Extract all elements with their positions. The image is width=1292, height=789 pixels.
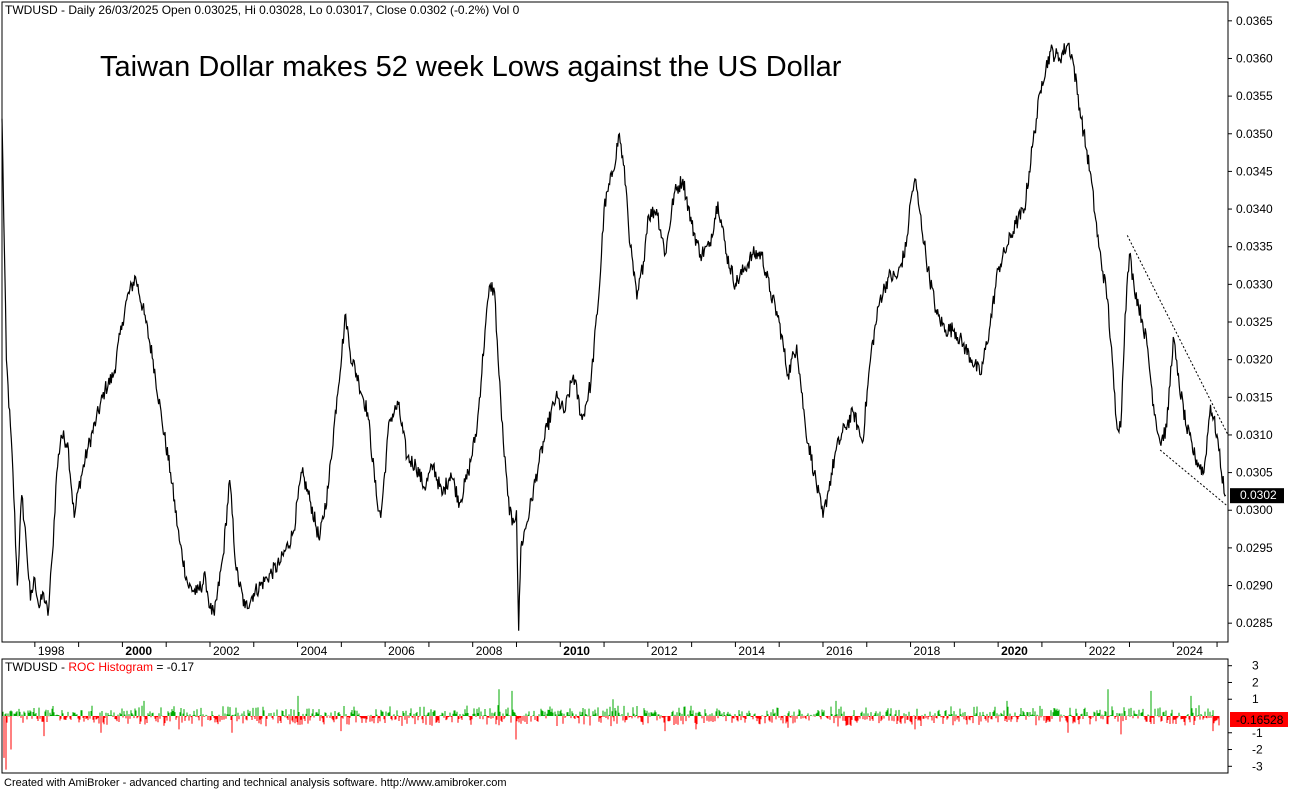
roc-y-tick-label: -3 [1252, 759, 1263, 773]
trendlines [1126, 235, 1229, 507]
roc-header-indicator: ROC Histogram [68, 660, 153, 674]
roc-y-tick-label: 1 [1252, 692, 1259, 706]
x-tick-label: 2010 [563, 644, 590, 658]
x-tick-label: 2006 [388, 644, 415, 658]
price-y-tick-label: 0.0300 [1236, 503, 1273, 517]
roc-header-symbol: TWDUSD - [5, 660, 68, 674]
roc-y-tick-label: 3 [1252, 659, 1259, 673]
roc-histogram-bars [2, 689, 1220, 770]
price-y-tick-label: 0.0345 [1236, 164, 1273, 178]
x-tick-label: 2014 [738, 644, 765, 658]
roc-y-ticks: 3 2 1 -1 -2 -3 [1228, 659, 1263, 773]
price-y-tick-label: 0.0340 [1236, 202, 1273, 216]
x-tick-label: 2018 [914, 644, 941, 658]
x-tick-label: 2002 [213, 644, 240, 658]
last-price-background [1230, 488, 1284, 504]
roc-last-value: -0.16528 [1236, 713, 1284, 727]
price-y-tick-label: 0.0305 [1236, 466, 1273, 480]
price-y-tick-label: 0.0325 [1236, 315, 1273, 329]
roc-y-tick-label: 2 [1252, 675, 1259, 689]
roc-pane[interactable]: TWDUSD - ROC Histogram = -0.17 3 2 1 -1 -2 -3… [1, 658, 1288, 774]
roc-header-text: TWDUSD - ROC Histogram = -0.17 [5, 660, 194, 674]
roc-header-value: = -0.17 [153, 660, 194, 674]
price-y-ticks: 0.0285 0.0290 0.0295 0.0300 0.0305 0.0310 0.03… [1228, 14, 1273, 630]
roc-positive-bars [2, 689, 1214, 716]
x-tick-label: 1998 [38, 644, 65, 658]
price-y-tick-label: 0.0310 [1236, 428, 1273, 442]
trendline [1159, 449, 1229, 507]
x-tick-label: 2000 [125, 644, 152, 658]
price-y-tick-label: 0.0350 [1236, 127, 1273, 141]
price-y-tick-label: 0.0320 [1236, 353, 1273, 367]
price-y-tick-label: 0.0365 [1236, 14, 1273, 28]
roc-last-background [1230, 712, 1288, 727]
price-y-tick-label: 0.0290 [1236, 579, 1273, 593]
price-header-text: TWDUSD - Daily 26/03/2025 Open 0.03025, … [5, 3, 520, 17]
x-tick-label: 2008 [476, 644, 503, 658]
footer-credit: Created with AmiBroker - advanced charti… [4, 777, 507, 789]
roc-negative-bars [3, 716, 1220, 770]
roc-y-tick-label: -2 [1252, 743, 1263, 757]
price-y-tick-label: 0.0335 [1236, 240, 1273, 254]
x-tick-label: 2012 [651, 644, 678, 658]
price-y-tick-label: 0.0360 [1236, 51, 1273, 65]
price-y-tick-label: 0.0355 [1236, 89, 1273, 103]
x-tick-label: 2024 [1176, 644, 1203, 658]
chart-title: Taiwan Dollar makes 52 week Lows against… [100, 51, 842, 83]
x-tick-label: 2020 [1001, 644, 1028, 658]
x-tick-label: 2004 [301, 644, 328, 658]
price-x-ticks: 1998 2000 2002 2004 2006 2008 2010 2012 2014 2016… [34, 642, 1218, 658]
price-y-tick-label: 0.0330 [1236, 277, 1273, 291]
price-y-tick-label: 0.0285 [1236, 616, 1273, 630]
trendline [1126, 235, 1229, 436]
roc-last-label: -0.16528 [1230, 712, 1288, 727]
x-tick-label: 2022 [1089, 644, 1116, 658]
price-y-tick-label: 0.0315 [1236, 390, 1273, 404]
last-price-label: 0.0302 [1230, 488, 1284, 504]
price-series-line [1, 42, 1227, 631]
price-pane[interactable]: TWDUSD - Daily 26/03/2025 Open 0.03025, … [1, 1, 1284, 658]
x-tick-label: 2016 [826, 644, 853, 658]
price-y-tick-label: 0.0295 [1236, 541, 1273, 555]
roc-y-tick-label: -1 [1252, 726, 1263, 740]
last-price-value: 0.0302 [1240, 488, 1277, 502]
